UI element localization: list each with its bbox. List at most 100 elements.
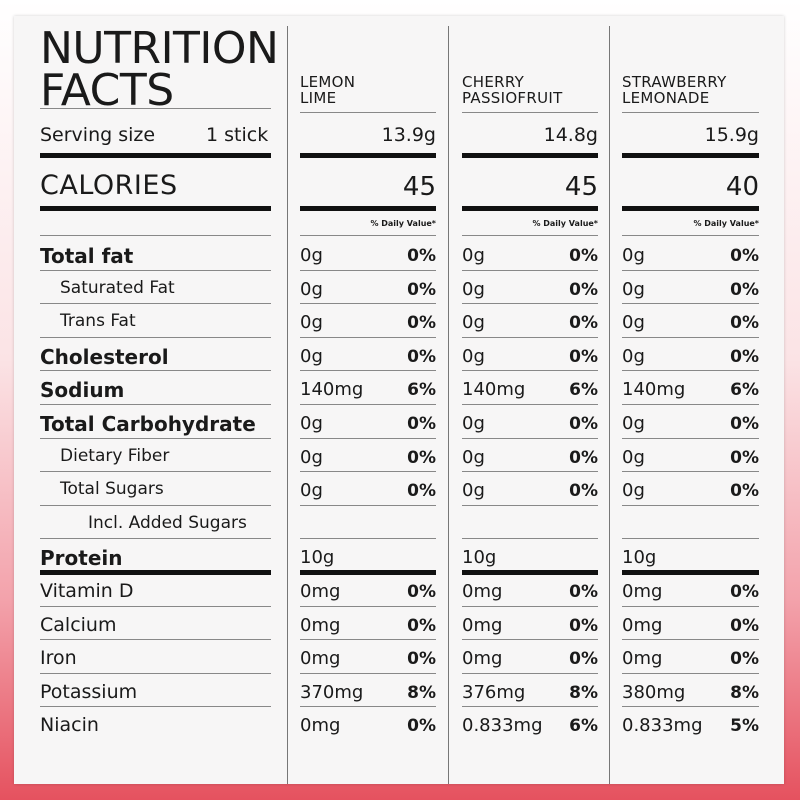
divider-line [622,269,759,271]
nutrient-amount: 0mg [622,581,663,602]
nutrient-amount: 380mg [622,681,686,703]
nutrient-percent: 0% [569,346,598,367]
divider-line [40,437,271,439]
divider-line [300,706,436,708]
divider-line [462,336,598,338]
nutrient-percent: 0% [407,246,436,266]
nutrient-label: Calcium [40,613,117,636]
nutrient-amount: 0g [300,446,323,468]
thick-divider [462,570,598,575]
divider-line [462,303,598,305]
divider-line [300,672,436,674]
nutrient-percent: 0% [730,447,759,468]
nutrient-label: Protein [40,546,123,571]
title-line-2: FACTS [40,65,174,116]
thick-divider [622,153,759,158]
thick-divider [300,206,436,211]
nutrient-amount: 0g [462,413,485,434]
nutrient-percent: 6% [569,380,598,401]
serving-size-unit: 1 stick [206,124,269,146]
divider-line [622,504,759,506]
thick-divider [40,206,271,211]
divider-line [622,672,759,674]
nutrient-amount: 10g [622,547,657,569]
nutrient-label: Total Sugars [60,479,164,500]
nutrient-amount: 0g [462,312,485,334]
nutrient-percent: 8% [569,682,598,703]
divider-line [300,303,436,305]
nutrient-amount: 10g [462,547,497,569]
divider-line [462,538,598,540]
nutrient-amount: 0g [622,413,645,434]
nutrient-amount: 0mg [300,715,341,737]
nutrient-label: Dietary Fiber [60,445,170,466]
nutrient-label: Cholesterol [40,344,169,369]
nutrient-amount: 376mg [462,681,526,703]
divider-line [40,336,271,338]
calories-value: 40 [725,172,759,202]
column-divider [448,26,449,784]
nutrient-percent: 5% [730,716,759,737]
divider-line [622,605,759,607]
nutrient-label: Niacin [40,714,99,737]
nutrient-percent: 0% [730,481,759,502]
nutrient-amount: 0mg [462,581,503,602]
divider-line [462,269,598,271]
divider-line [622,336,759,338]
divider-line [300,504,436,506]
nutrient-amount: 0g [462,278,485,300]
divider-line [622,404,759,405]
thick-divider [40,570,271,575]
nutrient-amount: 0mg [622,614,663,636]
nutrient-percent: 0% [407,615,436,636]
divider-line [300,370,436,372]
nutrient-amount: 0g [622,245,645,266]
divider-line [462,471,598,473]
thick-divider [622,570,759,575]
nutrient-percent: 0% [407,313,436,334]
nutrient-amount: 0mg [622,648,663,670]
product-name-line: LEMONADE [622,89,710,107]
nutrient-percent: 0% [730,649,759,670]
divider-line [622,112,759,113]
nutrient-amount: 0mg [462,648,503,670]
divider-line [40,639,271,641]
nutrient-amount: 10g [300,547,335,569]
divider-line [300,471,436,473]
divider-line [300,269,436,271]
calories-label: CALORIES [40,170,178,201]
nutrient-label: Incl. Added Sugars [88,512,247,533]
nutrient-amount: 0g [462,480,485,502]
divider-line [300,639,436,641]
nutrient-amount: 0g [462,446,485,468]
nutrient-percent: 0% [569,447,598,468]
serving-size-value: 14.8g [543,124,598,146]
nutrient-label: Total fat [40,244,134,268]
nutrient-percent: 0% [569,279,598,300]
nutrient-percent: 0% [730,313,759,334]
nutrient-percent: 0% [730,582,759,602]
nutrient-amount: 0g [300,413,323,434]
divider-line [40,706,271,708]
nutrient-amount: 370mg [300,681,364,703]
divider-line [462,504,598,506]
nutrient-percent: 0% [407,649,436,670]
divider-line [40,538,271,540]
divider-line [622,437,759,439]
nutrient-amount: 0.833mg [622,715,703,737]
nutrient-amount: 0g [622,312,645,334]
divider-line [40,404,271,405]
divider-line [40,605,271,607]
divider-line [40,303,271,305]
nutrient-percent: 0% [569,615,598,636]
nutrient-label: Trans Fat [60,311,136,332]
nutrient-percent: 0% [569,313,598,334]
nutrient-amount: 0mg [300,581,341,602]
divider-line [300,605,436,607]
divider-line [40,672,271,674]
column-divider [609,26,610,784]
nutrient-percent: 0% [569,246,598,266]
nutrient-amount: 140mg [622,379,686,401]
nutrient-percent: 6% [407,380,436,401]
divider-line [300,336,436,338]
